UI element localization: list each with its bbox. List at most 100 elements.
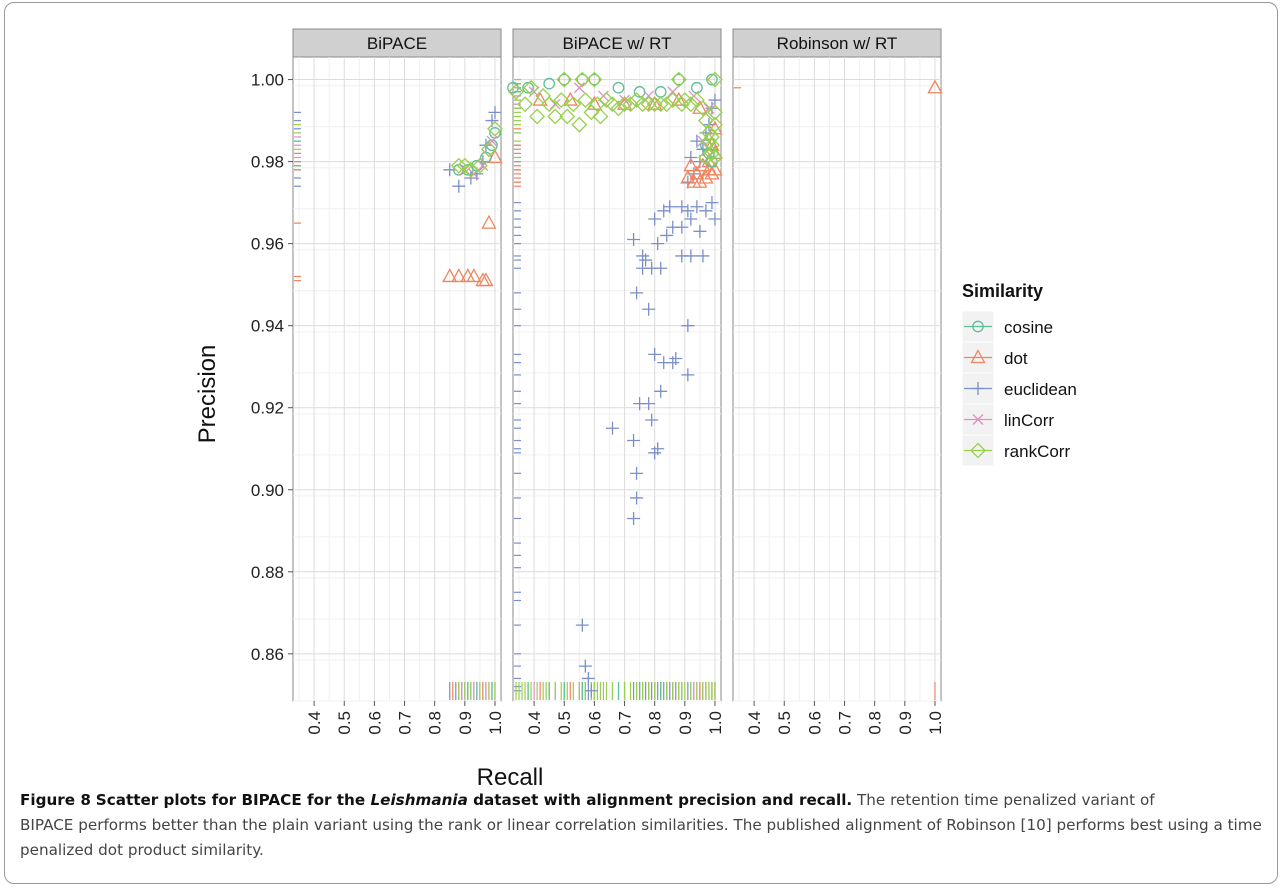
facet-strip-label: BiPACE w/ RT	[563, 34, 672, 53]
x-tick-label: 0.4	[305, 711, 324, 735]
point-euclidean-bipace-w-rt	[584, 684, 598, 698]
legend-label-dot: dot	[1004, 349, 1028, 368]
point-euclidean-bipace-w-rt	[684, 249, 698, 263]
y-tick-label: 0.94	[251, 317, 284, 336]
point-euclidean-bipace-w-rt	[693, 224, 707, 238]
point-euclidean-bipace-w-rt	[681, 368, 695, 382]
point-rankCorr-bipace-w-rt	[634, 96, 651, 113]
point-rankCorr-bipace-w-rt	[556, 71, 573, 88]
point-rankCorr-bipace-w-rt	[571, 116, 588, 133]
point-euclidean-bipace	[452, 179, 466, 193]
point-cosine-bipace-w-rt	[522, 81, 534, 94]
point-rankCorr-bipace-w-rt	[698, 149, 714, 166]
x-tick-label: 0.6	[365, 711, 384, 735]
point-euclidean-bipace-w-rt	[663, 200, 677, 214]
x-tick-label: 0.9	[456, 711, 475, 735]
y-tick-label: 0.92	[251, 399, 284, 418]
panel-background	[292, 56, 502, 702]
y-tick-label: 0.98	[251, 153, 284, 172]
point-dot-bipace-w-rt	[647, 95, 663, 110]
caption-title-italic: Leishmania	[370, 791, 468, 809]
facet-strip-label: BiPACE	[367, 34, 427, 53]
point-linCorr-bipace-w-rt	[573, 82, 585, 94]
y-tick-label: 1.00	[251, 71, 284, 90]
x-tick-label: 0.9	[896, 711, 915, 735]
point-euclidean-bipace-w-rt	[630, 286, 644, 300]
x-tick-label: 0.6	[585, 711, 604, 735]
point-euclidean-bipace-w-rt	[648, 347, 662, 361]
x-tick-label: 0.7	[836, 711, 855, 735]
x-tick-label: 0.4	[525, 711, 544, 735]
point-rankCorr-bipace-w-rt	[698, 112, 714, 129]
point-dot-bipace	[451, 268, 467, 283]
caption-text-rest: BIPACE performs better than the plain va…	[20, 816, 1262, 859]
point-rankCorr-bipace-w-rt	[529, 108, 546, 125]
figure-frame	[4, 2, 1278, 884]
point-euclidean-bipace-w-rt	[654, 261, 668, 275]
figure-caption: Figure 8 Scatter plots for BIPACE for th…	[20, 788, 1265, 863]
point-cosine-bipace-w-rt	[672, 73, 685, 86]
point-dot-robinson-w-rt	[927, 79, 943, 94]
point-euclidean-bipace-w-rt	[651, 442, 665, 456]
legend-title: Similarity	[962, 281, 1043, 301]
point-euclidean-bipace-w-rt	[669, 351, 683, 365]
x-tick-label: 1.0	[926, 711, 945, 735]
point-dot-bipace-w-rt	[683, 157, 699, 172]
point-linCorr-bipace	[486, 135, 498, 147]
point-dot-bipace-w-rt	[692, 173, 708, 188]
x-tick-label: 0.7	[396, 711, 415, 735]
point-euclidean-bipace-w-rt	[651, 237, 665, 251]
legend-marker-linCorr	[972, 414, 984, 425]
x-tick-label: 0.8	[646, 711, 665, 735]
point-linCorr-bipace	[459, 164, 471, 176]
point-dot-bipace-w-rt	[704, 136, 720, 151]
point-rankCorr-bipace-w-rt	[704, 129, 720, 145]
point-euclidean-bipace-w-rt	[627, 233, 641, 247]
point-rankCorr-bipace-w-rt	[565, 96, 582, 113]
legend-label-rankCorr: rankCorr	[1004, 442, 1070, 461]
point-euclidean-bipace-w-rt	[627, 511, 641, 525]
point-dot-bipace	[442, 268, 458, 283]
x-tick-label: 0.5	[335, 711, 354, 735]
point-rankCorr-bipace-w-rt	[707, 104, 723, 121]
point-euclidean-bipace-w-rt	[654, 384, 668, 398]
point-rankCorr-bipace-w-rt	[508, 83, 524, 100]
panel-background	[732, 56, 942, 702]
legend-label-cosine: cosine	[1004, 318, 1053, 337]
axes: Precision Recall 0.4 0.5 0.6 0.7 0.8 0.9 1.0 0.…	[194, 71, 945, 790]
point-rankCorr-bipace	[481, 141, 497, 158]
point-euclidean-bipace-w-rt	[708, 93, 722, 107]
point-rankCorr-bipace-w-rt	[694, 100, 711, 117]
point-euclidean-bipace	[488, 105, 502, 119]
point-dot-bipace-w-rt	[689, 165, 705, 180]
point-rankCorr-bipace-w-rt	[640, 96, 657, 113]
point-euclidean-bipace-w-rt	[675, 220, 689, 234]
point-dot-bipace	[478, 272, 494, 287]
point-rankCorr-bipace-w-rt	[622, 96, 639, 113]
panel-background	[512, 56, 722, 702]
x-tick-label: 0.6	[805, 711, 824, 735]
point-rankCorr-bipace-w-rt	[707, 71, 723, 88]
point-rankCorr-bipace-w-rt	[701, 133, 717, 150]
x-tick-label: 1.0	[486, 711, 505, 735]
point-rankCorr-bipace-w-rt	[646, 96, 663, 113]
point-cosine-bipace-w-rt	[558, 73, 571, 86]
point-cosine-bipace-w-rt	[612, 81, 625, 94]
x-tick-label: 0.8	[426, 711, 445, 735]
point-rankCorr-bipace-w-rt	[559, 108, 576, 125]
point-rankCorr-bipace-w-rt	[517, 96, 533, 113]
point-euclidean-bipace-w-rt	[699, 204, 713, 218]
point-rankCorr-bipace-w-rt	[547, 108, 564, 125]
x-axis-title: Recall	[477, 764, 544, 790]
x-tick-label: 0.4	[745, 711, 764, 735]
facet-panels: BiPACE BiPACE w/ RT Robinson w/ RT	[292, 28, 943, 702]
x-tick-label: 1.0	[706, 711, 725, 735]
point-euclidean-bipace-w-rt	[684, 212, 698, 226]
point-rankCorr-bipace-w-rt	[704, 145, 720, 162]
point-euclidean-bipace-w-rt	[705, 196, 719, 210]
point-rankCorr-bipace-w-rt	[577, 92, 594, 108]
point-rankCorr-bipace-w-rt	[658, 96, 675, 113]
y-tick-label: 0.90	[251, 481, 284, 500]
x-tick-label: 0.9	[676, 711, 695, 735]
point-euclidean-bipace-w-rt	[581, 671, 595, 685]
